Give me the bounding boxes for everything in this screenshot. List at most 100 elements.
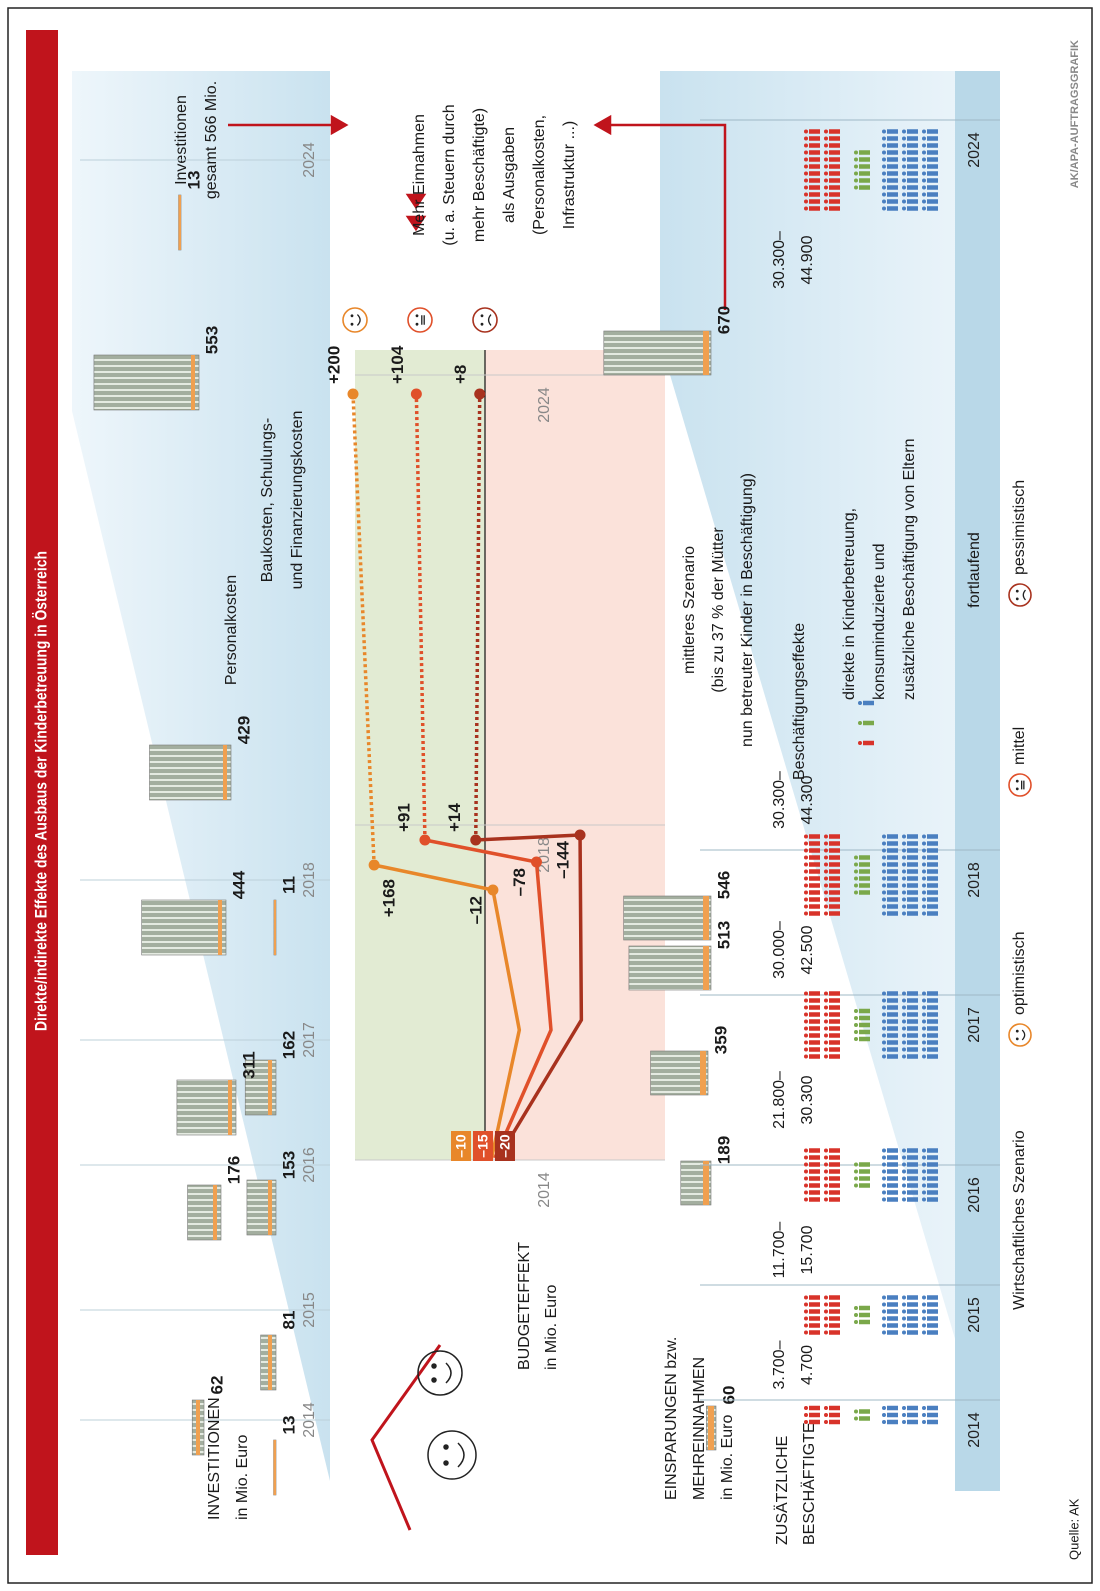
person-icon bbox=[854, 1037, 870, 1041]
value-label: 13 bbox=[279, 1416, 298, 1435]
budget-point bbox=[348, 389, 359, 400]
person-icon bbox=[882, 1033, 898, 1037]
source: Quelle: AK bbox=[1066, 1498, 1081, 1560]
section-title: EINSPARUNGEN bzw. bbox=[663, 1337, 680, 1500]
value-label: –144 bbox=[554, 840, 573, 878]
person-icon bbox=[824, 1406, 840, 1410]
person-icon bbox=[922, 206, 938, 210]
year-label: 2014 bbox=[966, 1412, 983, 1448]
annotation: zusätzliche Beschäftigung von Eltern bbox=[901, 439, 918, 700]
person-icon bbox=[804, 876, 820, 880]
person-icon bbox=[854, 1023, 870, 1027]
person-icon bbox=[902, 1054, 918, 1058]
range-label: 11.700– bbox=[771, 1222, 788, 1279]
value-label: 311 bbox=[239, 1051, 258, 1078]
money-stack bbox=[629, 946, 711, 990]
legend-label: optimistisch bbox=[1011, 931, 1028, 1015]
person-icon bbox=[882, 862, 898, 866]
value-label: +14 bbox=[445, 803, 464, 832]
value-label: 62 bbox=[207, 1376, 226, 1395]
landscape-layer: Direkte/indirekte Effekte des Ausbaus de… bbox=[26, 30, 1081, 1560]
value-label: 513 bbox=[714, 921, 733, 949]
person-icon bbox=[902, 869, 918, 873]
person-icon bbox=[882, 185, 898, 189]
person-icon bbox=[902, 1295, 918, 1299]
person-icon bbox=[902, 876, 918, 880]
person-icon bbox=[922, 1155, 938, 1159]
person-icon bbox=[902, 192, 918, 196]
range-label: 30.300– bbox=[771, 231, 788, 289]
person-icon bbox=[882, 1148, 898, 1152]
person-icon bbox=[824, 869, 840, 873]
person-icon bbox=[882, 206, 898, 210]
year-label: 2014 bbox=[536, 1172, 553, 1208]
value-label: –78 bbox=[510, 868, 529, 896]
person-icon bbox=[882, 883, 898, 887]
person-icon bbox=[902, 1420, 918, 1424]
person-icon bbox=[882, 1323, 898, 1327]
money-band bbox=[179, 195, 181, 250]
person-icon bbox=[824, 890, 840, 894]
budget-point bbox=[474, 389, 485, 400]
person-icon bbox=[882, 1047, 898, 1051]
person-icon bbox=[922, 1054, 938, 1058]
year-label: 2017 bbox=[301, 1022, 318, 1058]
person-icon bbox=[854, 1169, 870, 1173]
person-icon bbox=[922, 1295, 938, 1299]
person-icon bbox=[922, 150, 938, 154]
person-icon bbox=[922, 897, 938, 901]
person-icon bbox=[824, 862, 840, 866]
person-icon bbox=[804, 848, 820, 852]
section-title: MEHREINNAHMEN bbox=[691, 1357, 708, 1500]
annotation: Personalkosten bbox=[223, 575, 240, 685]
year-label: 2024 bbox=[966, 132, 983, 168]
person-icon bbox=[902, 998, 918, 1002]
money-band bbox=[703, 946, 709, 990]
person-icon bbox=[882, 1162, 898, 1166]
person-icon bbox=[922, 1026, 938, 1030]
smiley-eye bbox=[1016, 780, 1019, 783]
person-icon bbox=[824, 1316, 840, 1320]
year-label: 2024 bbox=[301, 142, 318, 178]
person-icon bbox=[824, 1012, 840, 1016]
person-icon bbox=[882, 143, 898, 147]
money-band bbox=[274, 900, 276, 955]
person-icon bbox=[882, 1183, 898, 1187]
annotation: Mehr Einnahmen bbox=[411, 114, 428, 236]
person-icon bbox=[824, 841, 840, 845]
person-icon bbox=[824, 1148, 840, 1152]
person-icon bbox=[882, 1026, 898, 1030]
annotation: (u. a. Steuern durch bbox=[441, 104, 458, 245]
year-label: 2015 bbox=[301, 1292, 318, 1328]
person-icon bbox=[922, 1420, 938, 1424]
person-icon bbox=[902, 129, 918, 133]
person-icon bbox=[922, 1005, 938, 1009]
person-icon bbox=[902, 1169, 918, 1173]
person-icon bbox=[804, 1183, 820, 1187]
person-icon bbox=[824, 911, 840, 915]
person-icon bbox=[902, 1033, 918, 1037]
person-icon bbox=[922, 1302, 938, 1306]
legend-label: mittel bbox=[1011, 727, 1028, 765]
person-icon bbox=[804, 1005, 820, 1009]
annotation: als Ausgaben bbox=[501, 127, 518, 223]
person-icon bbox=[804, 185, 820, 189]
smiley-eye bbox=[1016, 1037, 1019, 1040]
smiley-eye bbox=[351, 314, 354, 317]
range-label: 44.300 bbox=[799, 775, 816, 824]
person-icon bbox=[922, 185, 938, 189]
person-icon bbox=[922, 1406, 938, 1410]
person-icon bbox=[922, 1176, 938, 1180]
person-icon bbox=[804, 136, 820, 140]
person-icon bbox=[922, 883, 938, 887]
money-stack bbox=[624, 896, 711, 940]
smiley-eye bbox=[416, 323, 419, 326]
annotation: Beschäftigungseffekte bbox=[791, 623, 808, 780]
annotation: (bis zu 37 % der Mütter bbox=[710, 527, 727, 693]
money-band bbox=[268, 1180, 272, 1235]
smiley bbox=[408, 308, 432, 332]
person-icon bbox=[804, 1406, 820, 1410]
smiley-eye bbox=[416, 314, 419, 317]
person-icon bbox=[882, 1316, 898, 1320]
person-icon bbox=[922, 192, 938, 196]
